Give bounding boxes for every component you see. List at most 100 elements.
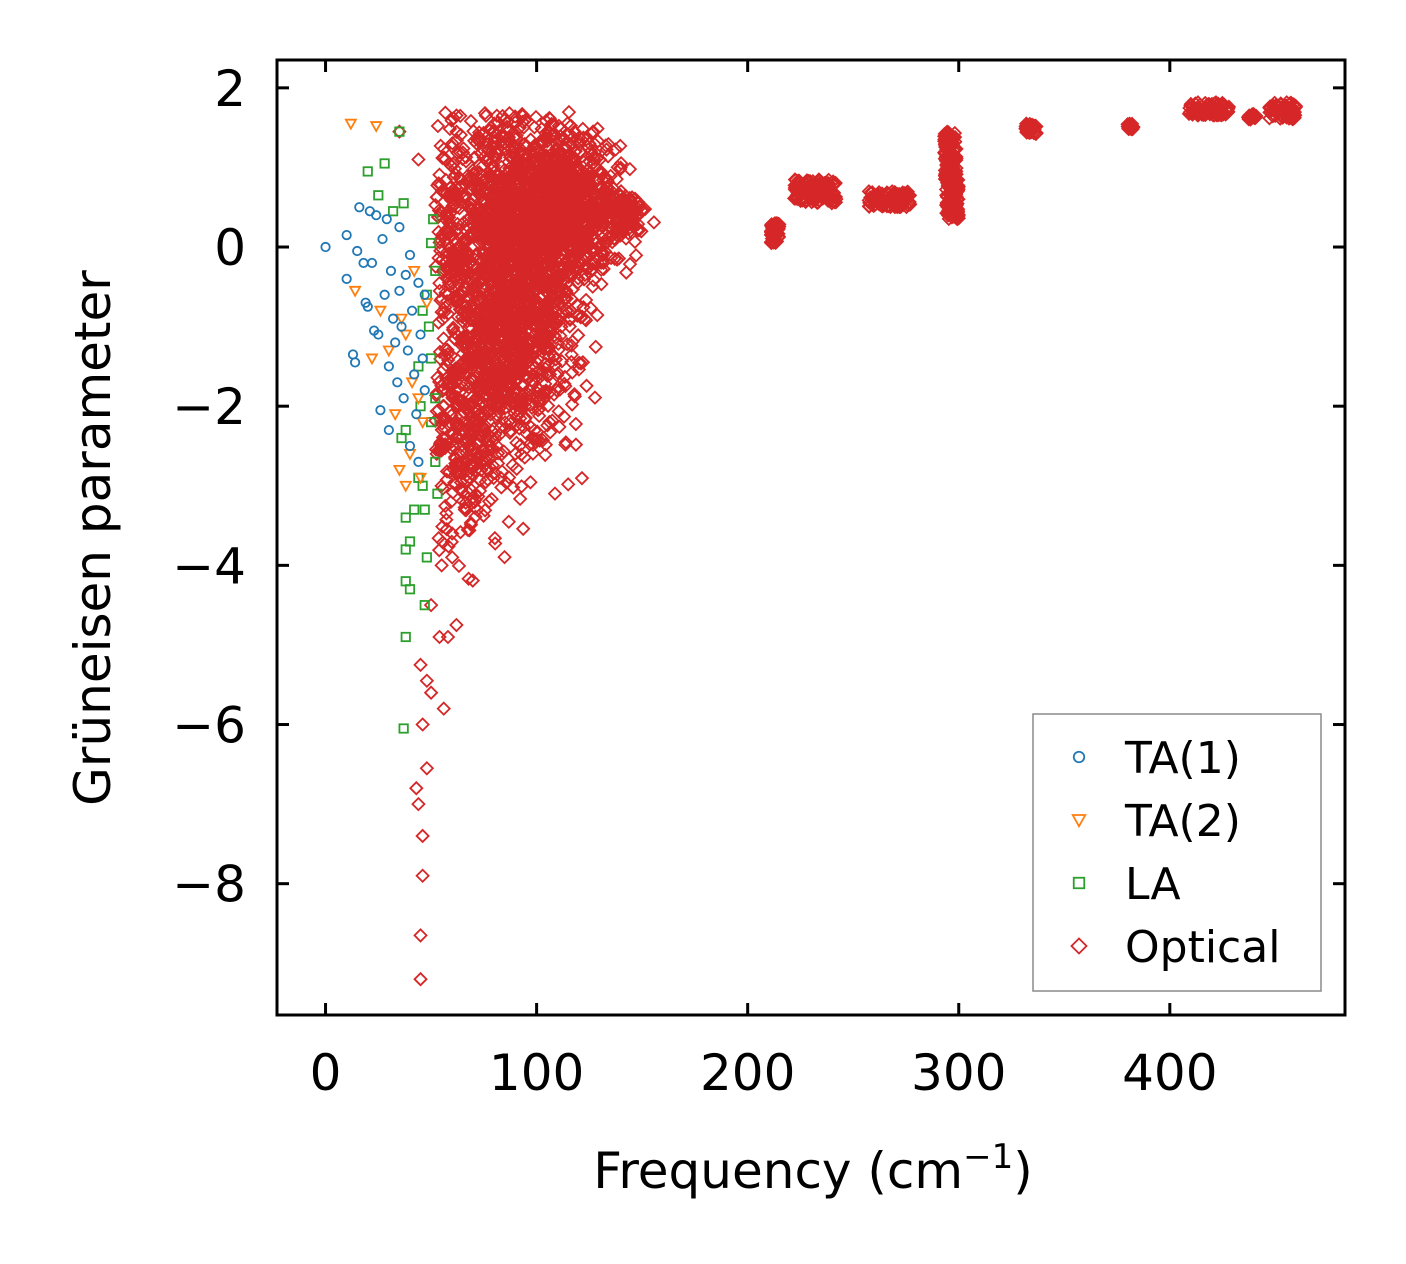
point-optical	[472, 287, 487, 302]
point-optical	[469, 246, 484, 262]
point-optical	[447, 232, 462, 248]
point-optical	[565, 149, 581, 165]
point-optical	[445, 320, 461, 335]
point-optical	[501, 514, 517, 530]
point-optical	[540, 134, 555, 149]
point-optical	[533, 305, 549, 320]
point-optical	[474, 254, 490, 270]
series-la	[362, 126, 443, 734]
point-optical	[513, 437, 528, 453]
point-optical	[472, 294, 488, 310]
point-ta-1-	[377, 233, 388, 245]
point-optical	[1200, 103, 1216, 118]
x-axis-ticks: 0 100 200 300 400	[310, 60, 1218, 1102]
point-optical	[428, 197, 443, 213]
point-optical	[508, 278, 523, 294]
point-optical	[526, 375, 542, 391]
x-tick-label: 300	[911, 1044, 1006, 1102]
point-optical	[512, 421, 527, 436]
point-la	[430, 393, 441, 404]
point-optical	[478, 108, 494, 123]
point-optical	[508, 397, 523, 413]
point-optical	[494, 302, 510, 318]
point-optical	[592, 249, 607, 264]
point-optical	[603, 220, 619, 235]
point-optical	[533, 277, 549, 293]
point-optical	[616, 208, 632, 223]
point-optical	[451, 277, 467, 292]
point-optical	[512, 120, 528, 135]
point-optical	[435, 150, 450, 166]
point-optical	[442, 121, 458, 137]
point-optical	[505, 368, 521, 384]
point-optical	[450, 390, 465, 405]
point-optical	[452, 460, 467, 476]
legend-label: LA	[1125, 859, 1181, 910]
point-optical	[446, 439, 462, 455]
point-optical	[887, 184, 903, 200]
point-optical	[596, 189, 612, 204]
point-optical	[539, 329, 555, 345]
point-optical	[1023, 118, 1039, 134]
point-optical	[466, 210, 482, 225]
point-optical	[447, 255, 462, 271]
point-optical	[529, 160, 544, 175]
point-optical	[503, 423, 518, 439]
point-optical	[553, 207, 569, 223]
point-optical	[646, 215, 662, 230]
point-optical	[440, 376, 456, 391]
point-optical	[570, 275, 585, 291]
point-optical	[592, 239, 608, 255]
point-optical	[523, 475, 538, 490]
point-optical	[879, 195, 895, 211]
point-optical	[419, 761, 435, 776]
point-optical	[819, 176, 835, 191]
point-optical	[470, 489, 486, 504]
point-optical	[444, 139, 460, 154]
point-optical	[451, 397, 467, 413]
point-optical	[765, 217, 780, 233]
point-optical	[444, 434, 460, 449]
point-optical	[534, 227, 549, 242]
point-optical	[434, 558, 449, 573]
point-optical	[453, 475, 469, 490]
point-ta-2-	[365, 353, 379, 366]
point-optical	[497, 401, 513, 416]
point-optical	[550, 151, 566, 167]
point-optical	[466, 298, 482, 314]
point-optical	[463, 203, 479, 218]
point-ta-2-	[407, 265, 421, 278]
point-optical	[540, 418, 555, 433]
point-optical	[452, 302, 468, 317]
point-optical	[471, 125, 487, 140]
point-ta-1-	[354, 202, 365, 213]
point-optical	[564, 397, 580, 412]
point-optical	[495, 209, 511, 224]
point-optical	[487, 530, 503, 546]
point-optical	[571, 362, 587, 377]
point-optical	[510, 151, 525, 166]
legend: TA(1) TA(2) LA Optical	[1032, 713, 1322, 992]
point-optical	[568, 416, 584, 432]
point-ta-1-	[400, 269, 411, 280]
point-ta-1-	[371, 210, 382, 221]
point-optical	[828, 194, 844, 210]
point-optical	[613, 184, 629, 199]
y-tick-label: −2	[172, 378, 246, 436]
point-optical	[567, 124, 582, 139]
point-ta-1-	[379, 289, 390, 300]
point-optical	[432, 232, 448, 247]
point-optical	[486, 470, 501, 486]
point-optical	[487, 192, 502, 207]
point-optical	[491, 272, 506, 287]
legend-marker-ta-2-	[1071, 814, 1087, 829]
point-optical	[484, 319, 500, 335]
point-ta-1-	[417, 353, 428, 364]
point-optical	[530, 143, 546, 158]
point-optical	[460, 333, 476, 348]
point-optical	[555, 304, 571, 319]
point-optical	[622, 161, 638, 177]
x-tick-label: 0	[310, 1044, 342, 1102]
point-optical	[1181, 106, 1197, 122]
point-optical	[447, 449, 463, 465]
